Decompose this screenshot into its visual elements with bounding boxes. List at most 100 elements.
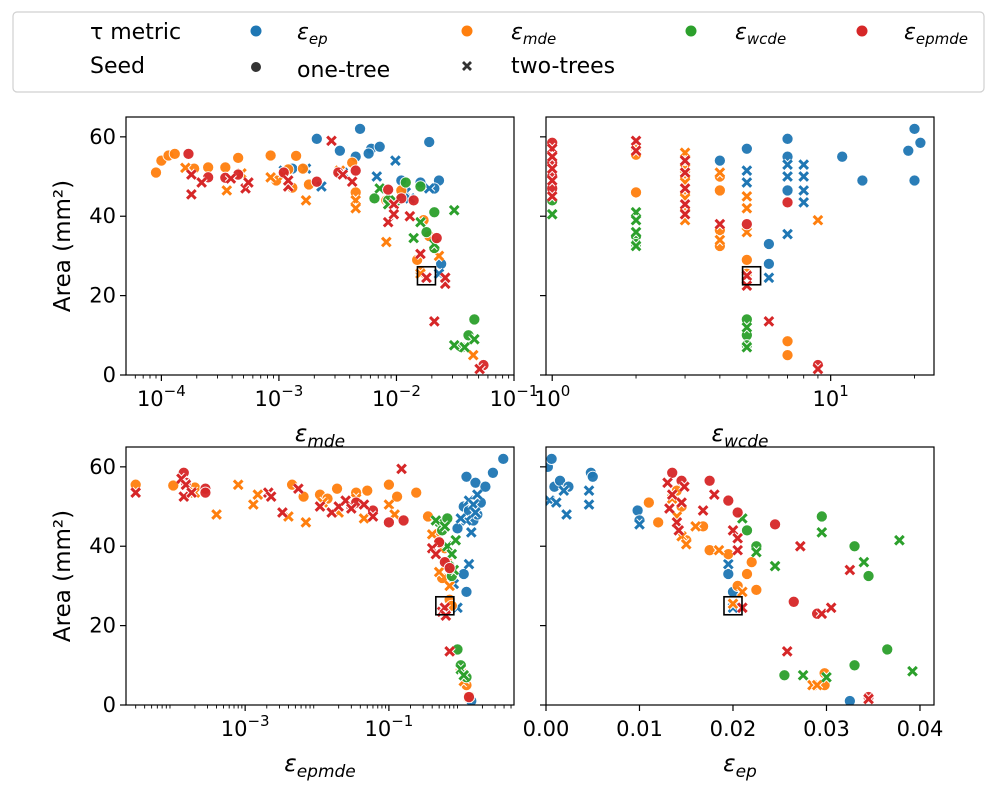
data-point bbox=[370, 170, 383, 183]
data-point bbox=[781, 349, 794, 362]
data-point-mark bbox=[736, 586, 748, 598]
data-point bbox=[856, 174, 869, 187]
data-point bbox=[708, 488, 721, 501]
data-point bbox=[740, 190, 753, 203]
data-point bbox=[881, 643, 894, 656]
data-point-mark bbox=[221, 185, 233, 196]
data-point-mark bbox=[196, 177, 207, 188]
data-point-mark bbox=[446, 548, 458, 560]
data-point bbox=[167, 479, 180, 492]
data-point bbox=[557, 484, 570, 497]
data-point bbox=[457, 669, 470, 682]
data-point bbox=[182, 147, 195, 160]
axes-frame bbox=[545, 446, 935, 706]
data-point bbox=[414, 180, 427, 193]
data-point-mark bbox=[782, 171, 793, 182]
data-point-mark bbox=[277, 507, 288, 518]
data-point-mark bbox=[546, 175, 558, 186]
data-point bbox=[908, 174, 921, 187]
data-point-mark bbox=[630, 240, 642, 252]
data-point bbox=[906, 665, 919, 678]
data-point bbox=[149, 166, 163, 179]
x-tick-label: 0.04 bbox=[897, 717, 944, 741]
data-point bbox=[740, 176, 753, 189]
data-point-mark bbox=[444, 580, 456, 592]
data-point bbox=[781, 196, 794, 209]
legend-label-two-trees: two-trees bbox=[511, 54, 615, 79]
data-point bbox=[387, 208, 400, 221]
data-point-mark bbox=[408, 232, 419, 244]
data-point bbox=[497, 452, 510, 465]
data-point bbox=[740, 218, 753, 231]
highlight-box bbox=[741, 265, 762, 286]
data-point bbox=[740, 164, 753, 177]
data-point-mark bbox=[666, 489, 678, 500]
data-point bbox=[433, 565, 446, 579]
data-point-mark bbox=[474, 363, 485, 375]
data-point-mark bbox=[247, 499, 259, 510]
data-point-mark bbox=[421, 272, 432, 284]
data-point bbox=[652, 516, 665, 529]
data-point-mark bbox=[459, 341, 470, 353]
x-axis-label-base: ε bbox=[284, 751, 296, 777]
data-point bbox=[428, 206, 441, 219]
data-point bbox=[460, 585, 473, 598]
series-two-trees bbox=[546, 134, 824, 375]
legend-entry-ep: εep bbox=[250, 20, 328, 48]
data-point bbox=[745, 556, 758, 569]
data-point bbox=[629, 226, 643, 239]
data-point bbox=[678, 480, 691, 493]
data-point-mark bbox=[186, 169, 197, 180]
data-point-mark bbox=[448, 204, 460, 216]
data-point bbox=[586, 470, 599, 483]
data-point bbox=[219, 161, 232, 174]
data-point-mark bbox=[558, 485, 570, 497]
data-point-mark bbox=[448, 339, 460, 351]
data-point bbox=[546, 150, 559, 163]
legend-tau-title: τ metric bbox=[90, 20, 181, 45]
data-point-mark bbox=[314, 501, 326, 512]
x-axis-label-sub: epmde bbox=[297, 762, 356, 782]
series-one-tree bbox=[546, 194, 753, 352]
data-point bbox=[443, 645, 456, 658]
data-point bbox=[862, 569, 875, 583]
data-point bbox=[129, 486, 142, 499]
x-tick-exponent: −1 bbox=[391, 712, 413, 730]
x-axis-label: εepmde bbox=[284, 751, 356, 782]
data-point bbox=[546, 208, 559, 221]
data-point-mark bbox=[426, 528, 438, 540]
data-point bbox=[468, 313, 481, 326]
data-point bbox=[781, 132, 794, 145]
x-tick-base: 10 bbox=[221, 717, 248, 741]
axes-frame bbox=[125, 446, 515, 706]
data-point bbox=[362, 147, 375, 160]
x-tick-base: 10 bbox=[364, 717, 391, 741]
legend-entry-epmde: εepmde bbox=[856, 20, 968, 48]
data-point bbox=[349, 164, 362, 177]
plot-area bbox=[546, 122, 927, 375]
data-point-mark bbox=[358, 499, 370, 510]
data-point bbox=[473, 362, 486, 375]
data-point-mark bbox=[714, 218, 726, 230]
data-point bbox=[468, 333, 481, 346]
data-point bbox=[820, 671, 833, 684]
data-point-mark bbox=[713, 544, 725, 556]
data-point bbox=[391, 490, 404, 503]
data-point bbox=[769, 518, 782, 531]
data-point bbox=[811, 679, 824, 692]
data-point bbox=[908, 122, 921, 135]
data-point bbox=[346, 175, 359, 188]
data-point-mark bbox=[380, 236, 392, 248]
data-point-mark bbox=[679, 481, 690, 493]
data-point-mark bbox=[350, 202, 362, 214]
data-point bbox=[675, 496, 688, 509]
y-tick-label: 20 bbox=[89, 284, 116, 308]
data-point bbox=[426, 528, 439, 541]
x-tick-exponent: −4 bbox=[164, 382, 186, 400]
x-tick-base: 10 bbox=[137, 387, 164, 411]
data-point-mark bbox=[358, 513, 370, 524]
data-point bbox=[722, 567, 735, 581]
data-point-mark bbox=[763, 272, 775, 284]
data-point bbox=[825, 601, 838, 614]
